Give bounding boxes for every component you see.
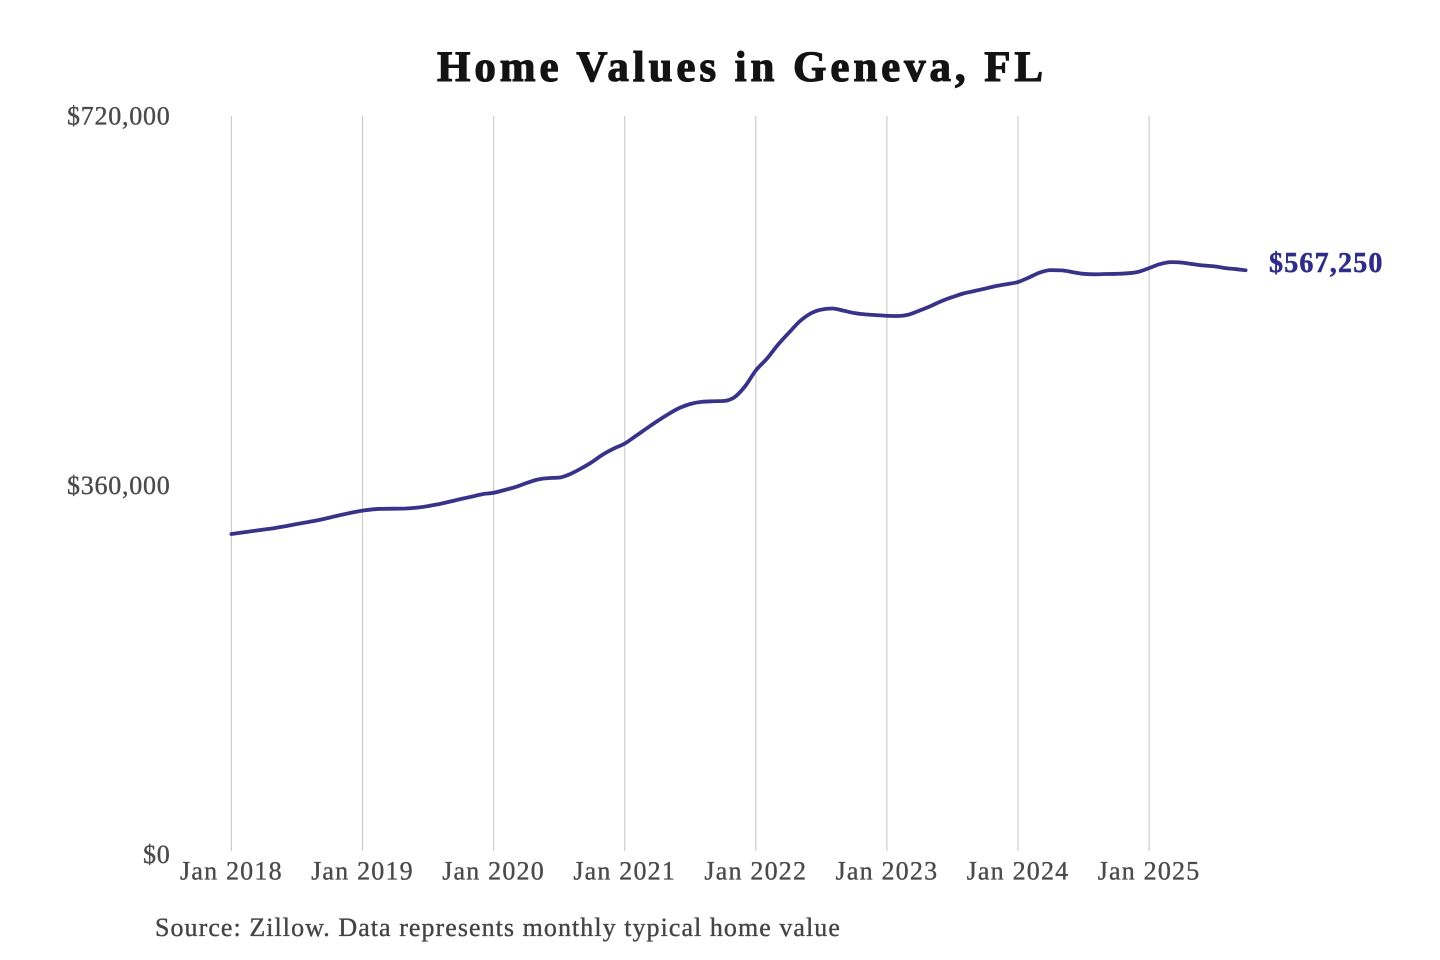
svg-text:Jan 2023: Jan 2023	[836, 857, 939, 886]
svg-text:Source: Zillow. Data represent: Source: Zillow. Data represents monthly …	[155, 913, 841, 942]
svg-text:Jan 2021: Jan 2021	[573, 857, 676, 886]
svg-text:Jan 2018: Jan 2018	[180, 857, 283, 886]
svg-text:$567,250: $567,250	[1269, 248, 1384, 279]
svg-text:$720,000: $720,000	[67, 102, 171, 131]
svg-text:Jan 2025: Jan 2025	[1098, 857, 1201, 886]
svg-text:$0: $0	[143, 840, 171, 869]
svg-text:Jan 2024: Jan 2024	[967, 857, 1070, 886]
svg-text:Jan 2020: Jan 2020	[442, 857, 545, 886]
svg-text:Home Values in Geneva, FL: Home Values in Geneva, FL	[437, 44, 1047, 91]
svg-text:Jan 2022: Jan 2022	[704, 857, 807, 886]
svg-text:Jan 2019: Jan 2019	[311, 857, 414, 886]
svg-text:$360,000: $360,000	[67, 471, 171, 500]
